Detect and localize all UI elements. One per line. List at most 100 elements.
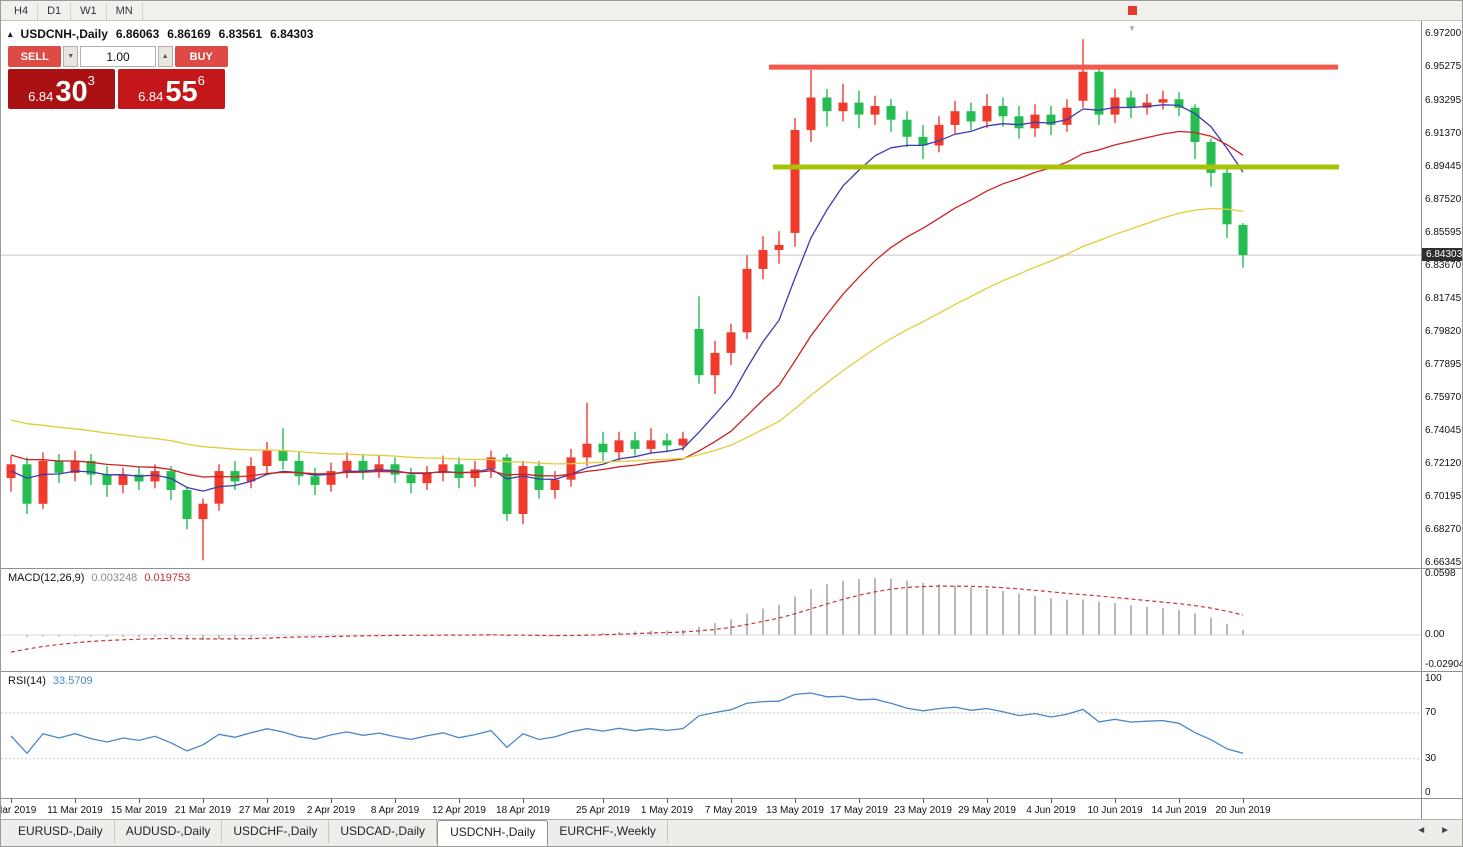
rsi-axis-label: 100 <box>1425 673 1442 684</box>
price-label: 6.85595 <box>1425 227 1462 238</box>
date-label: 12 Apr 2019 <box>432 805 486 816</box>
bid-price-panel[interactable]: 6.84 30 3 <box>8 69 115 109</box>
toolbar: H4 D1 W1 MN <box>1 1 1462 21</box>
date-tick <box>1179 799 1180 803</box>
timeframe-button-w1[interactable]: W1 <box>71 3 107 20</box>
date-tick <box>203 799 204 803</box>
tab-scroll-right-icon[interactable]: ► <box>1440 825 1450 836</box>
rsi-line <box>10 692 1244 755</box>
date-label: 7 May 2019 <box>704 805 758 816</box>
ma-mid-line[interactable] <box>10 130 1244 478</box>
ask-price-prefix: 6.84 <box>138 89 164 104</box>
bid-price-big: 30 <box>55 76 88 109</box>
macd-axis-label: 0.0598 <box>1425 568 1456 579</box>
red-square-icon <box>1128 6 1137 15</box>
tab-scroll-left-icon[interactable]: ◄ <box>1416 825 1427 836</box>
volume-decrease-button[interactable]: ▼ <box>63 46 78 67</box>
tab-usdcnh-daily[interactable]: USDCNH-,Daily <box>437 820 549 846</box>
price-label: 6.66345 <box>1425 557 1462 568</box>
date-label: 29 May 2019 <box>958 805 1016 816</box>
date-label: 4 Jun 2019 <box>1026 805 1076 816</box>
volume-increase-button[interactable]: ▲ <box>158 46 173 67</box>
date-tick <box>795 799 796 803</box>
panel-separator[interactable] <box>1 671 1462 672</box>
price-axis[interactable]: 6.84303 6.97200 6.95275 6.93295 6.91370 6.89… <box>1422 21 1462 821</box>
date-label: 2 Apr 2019 <box>306 805 356 816</box>
rsi-axis-label: 30 <box>1425 753 1437 764</box>
macd-axis-label: 0.00 <box>1425 629 1445 640</box>
ohlc-open: 6.86063 <box>115 27 160 41</box>
date-label: 8 Apr 2019 <box>370 805 420 816</box>
price-label: 6.93295 <box>1425 95 1462 106</box>
date-tick <box>139 799 140 803</box>
tab-scroll-arrows: ◄ ► <box>1416 820 1462 836</box>
price-label: 6.77895 <box>1425 359 1462 370</box>
price-label: 6.89445 <box>1425 161 1462 172</box>
price-label: 6.91370 <box>1425 128 1462 139</box>
date-tick <box>75 799 76 803</box>
date-tick <box>1051 799 1052 803</box>
date-label: 21 Mar 2019 <box>174 805 232 816</box>
volume-input[interactable] <box>80 46 156 67</box>
timeframe-button-mn[interactable]: MN <box>107 3 143 20</box>
timeframe-button-d1[interactable]: D1 <box>38 3 72 20</box>
date-axis[interactable]: 5 Mar 2019 11 Mar 2019 15 Mar 2019 21 Mar 2… <box>1 799 1421 820</box>
timeframe-buttons: H4 D1 W1 MN <box>5 1 143 20</box>
tab-eurusd-daily[interactable]: EURUSD-,Daily <box>7 820 115 843</box>
chart-tabs: EURUSD-,Daily AUDUSD-,Daily USDCHF-,Daily U… <box>1 820 668 846</box>
date-tick <box>859 799 860 803</box>
sell-button[interactable]: SELL <box>8 46 62 67</box>
bid-price-point: 3 <box>87 73 95 88</box>
date-tick <box>987 799 988 803</box>
date-label: 11 Mar 2019 <box>47 805 103 816</box>
price-label: 6.95275 <box>1425 61 1462 72</box>
timeframe-button-h4[interactable]: H4 <box>5 3 39 20</box>
symbol-triangle-icon: ▴ <box>8 28 13 39</box>
price-label: 6.79820 <box>1425 326 1462 337</box>
macd-axis-label: -0.029049 <box>1425 659 1462 670</box>
macd-signal-value: 0.019753 <box>144 572 191 584</box>
tab-eurchf-weekly[interactable]: EURCHF-,Weekly <box>548 820 668 843</box>
chart-symbol: USDCNH-,Daily <box>20 27 108 41</box>
date-tick <box>459 799 460 803</box>
chart-shift-marker-icon[interactable]: ▼ <box>1128 24 1136 33</box>
rsi-panel-canvas[interactable] <box>1 672 1421 798</box>
ask-price-panel[interactable]: 6.84 55 6 <box>118 69 225 109</box>
tab-usdchf-daily[interactable]: USDCHF-,Daily <box>222 820 330 843</box>
chart-title: ▴ USDCNH-,Daily 6.86063 6.86169 6.83561 … <box>8 27 313 41</box>
macd-panel-canvas[interactable] <box>1 569 1421 671</box>
date-label: 25 Apr 2019 <box>576 805 630 816</box>
date-label: 15 Mar 2019 <box>110 805 168 816</box>
tab-usdcad-daily[interactable]: USDCAD-,Daily <box>329 820 438 843</box>
ohlc-low: 6.83561 <box>218 27 263 41</box>
ma-fast-line[interactable] <box>10 104 1244 492</box>
rsi-axis-label: 70 <box>1425 707 1437 718</box>
panel-separator[interactable] <box>1 568 1462 569</box>
tab-audusd-daily[interactable]: AUDUSD-,Daily <box>115 820 223 843</box>
panel-separator[interactable] <box>1 798 1462 799</box>
candles-group <box>6 39 1248 561</box>
ohlc-high: 6.86169 <box>167 27 211 41</box>
date-tick <box>523 799 524 803</box>
buy-button[interactable]: BUY <box>174 46 228 67</box>
price-label: 6.68270 <box>1425 524 1462 535</box>
chart-tab-bar: EURUSD-,Daily AUDUSD-,Daily USDCHF-,Daily U… <box>1 819 1462 846</box>
date-tick <box>11 799 12 803</box>
date-label: 1 May 2019 <box>640 805 694 816</box>
date-label: 18 Apr 2019 <box>496 805 550 816</box>
date-label: 10 Jun 2019 <box>1087 805 1143 816</box>
date-label: 14 Jun 2019 <box>1151 805 1207 816</box>
price-label: 6.83670 <box>1425 260 1462 271</box>
date-label: 27 Mar 2019 <box>238 805 296 816</box>
price-label: 6.97200 <box>1425 28 1462 39</box>
rsi-indicator-label: RSI(14) 33.5709 <box>8 675 93 687</box>
macd-main-value: 0.003248 <box>91 572 138 584</box>
ma-slow-line[interactable] <box>10 207 1244 465</box>
price-label: 6.87520 <box>1425 194 1462 205</box>
price-chart-canvas[interactable] <box>1 21 1421 568</box>
date-tick <box>331 799 332 803</box>
date-tick <box>267 799 268 803</box>
macd-signal-line <box>10 585 1244 653</box>
bid-price-prefix: 6.84 <box>28 89 54 104</box>
